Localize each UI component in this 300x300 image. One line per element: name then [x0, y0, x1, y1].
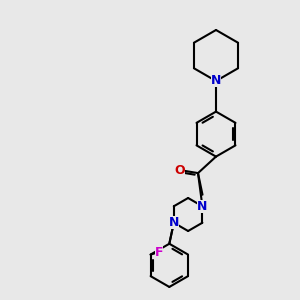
Text: N: N: [169, 216, 179, 229]
Text: O: O: [175, 164, 185, 177]
Text: F: F: [155, 246, 163, 259]
Text: N: N: [211, 74, 221, 88]
Text: N: N: [197, 200, 208, 213]
